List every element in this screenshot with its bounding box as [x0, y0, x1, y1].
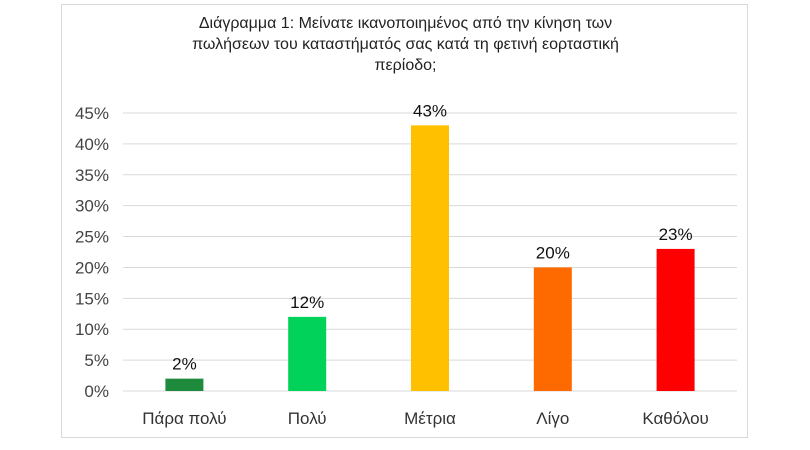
category-label-4: Καθόλου — [642, 409, 709, 428]
y-tick-label-4: 20% — [75, 258, 109, 277]
bar-4 — [656, 248, 695, 391]
y-tick-label-0: 0% — [84, 382, 109, 401]
category-label-2: Μέτρια — [404, 409, 456, 428]
y-tick-label-6: 30% — [75, 197, 109, 216]
data-label-0: 2% — [172, 355, 197, 374]
y-tick-label-3: 15% — [75, 289, 109, 308]
chart-title: Διάγραμμα 1: Μείνατε ικανοποιημένος από … — [62, 13, 749, 76]
chart-title-line-1: Διάγραμμα 1: Μείνατε ικανοποιημένος από … — [198, 15, 613, 32]
bar-3 — [533, 267, 572, 391]
data-label-3: 20% — [536, 243, 570, 262]
bar-1 — [288, 316, 327, 391]
y-tick-label-1: 5% — [84, 351, 109, 370]
chart-title-line-3: περίοδο; — [374, 57, 437, 74]
category-label-1: Πολύ — [288, 409, 327, 428]
y-tick-label-5: 25% — [75, 228, 109, 247]
bar-0 — [165, 378, 204, 391]
y-tick-label-9: 45% — [75, 104, 109, 123]
chart-frame: Διάγραμμα 1: Μείνατε ικανοποιημένος από … — [61, 4, 748, 438]
y-tick-label-7: 35% — [75, 166, 109, 185]
chart-title-line-2: πωλήσεων του καταστήματός σας κατά τη φε… — [192, 36, 619, 53]
data-label-4: 23% — [659, 225, 693, 244]
y-tick-label-8: 40% — [75, 135, 109, 154]
y-tick-label-2: 10% — [75, 320, 109, 339]
category-label-0: Πάρα πολύ — [142, 409, 226, 428]
data-label-2: 43% — [413, 101, 447, 120]
category-label-3: Λίγο — [536, 409, 569, 428]
bar-2 — [411, 125, 449, 391]
data-label-1: 12% — [290, 293, 324, 312]
